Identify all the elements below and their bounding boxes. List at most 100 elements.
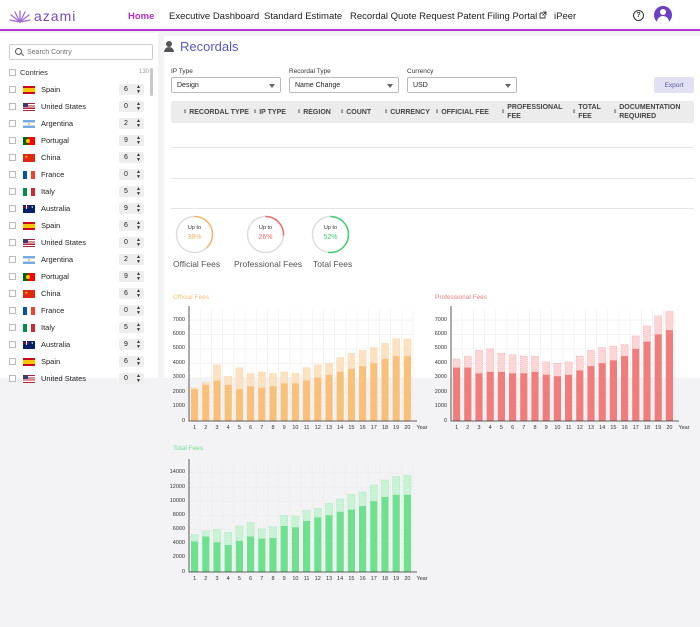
nav-home[interactable]: Home — [128, 11, 155, 22]
nav-patent-filing-portal[interactable]: Patent Filing Portal — [457, 11, 547, 22]
country-item[interactable]: Portugal 9 ▲ ▼ — [9, 268, 149, 285]
country-checkbox[interactable] — [9, 239, 16, 246]
stepper-arrows-icon[interactable]: ▲ ▼ — [136, 356, 141, 367]
stepper-arrows-icon[interactable]: ▲ ▼ — [136, 254, 141, 265]
country-count-stepper[interactable]: 0 ▲ ▼ — [119, 101, 144, 112]
country-checkbox[interactable] — [9, 290, 16, 297]
export-button[interactable]: Export — [654, 77, 694, 93]
col-count[interactable]: ⇕ COUNT — [340, 101, 371, 123]
stepper-arrows-icon[interactable]: ▲ ▼ — [136, 152, 141, 163]
country-search[interactable] — [9, 44, 153, 60]
country-checkbox[interactable] — [9, 120, 16, 127]
country-count-stepper[interactable]: 2 ▲ ▼ — [119, 118, 144, 129]
x-tick-label: 15 — [348, 576, 355, 582]
avatar[interactable] — [654, 6, 672, 24]
currency-select[interactable]: USD — [407, 77, 517, 93]
stepper-arrows-icon[interactable]: ▲ ▼ — [136, 186, 141, 197]
country-count-stepper[interactable]: 9 ▲ ▼ — [119, 203, 144, 214]
help-icon[interactable]: ? — [633, 10, 644, 21]
col-ip-type[interactable]: ⇕ IP TYPE — [253, 101, 286, 123]
country-item[interactable]: Argentina 2 ▲ ▼ — [9, 115, 149, 132]
stepper-arrows-icon[interactable]: ▲ ▼ — [136, 305, 141, 316]
country-count-stepper[interactable]: 9 ▲ ▼ — [119, 135, 144, 146]
country-count-stepper[interactable]: 0 ▲ ▼ — [119, 373, 144, 384]
stepper-arrows-icon[interactable]: ▲ ▼ — [136, 237, 141, 248]
country-checkbox[interactable] — [9, 341, 16, 348]
country-checkbox[interactable] — [9, 307, 16, 314]
stepper-arrows-icon[interactable]: ▲ ▼ — [136, 135, 141, 146]
country-item[interactable]: United States 0 ▲ ▼ — [9, 98, 149, 115]
col-total-fee[interactable]: ⇕ TOTAL FEE — [572, 101, 608, 123]
country-item[interactable]: ★ Australia 9 ▲ ▼ — [9, 200, 149, 217]
col-region[interactable]: ⇕ REGION — [297, 101, 331, 123]
country-count-stepper[interactable]: 5 ▲ ▼ — [119, 322, 144, 333]
country-checkbox[interactable] — [9, 86, 16, 93]
country-checkbox[interactable] — [9, 375, 16, 382]
sidebar-scrollbar[interactable] — [150, 68, 153, 96]
country-item[interactable]: ★ China 6 ▲ ▼ — [9, 285, 149, 302]
country-checkbox[interactable] — [9, 171, 16, 178]
country-item[interactable]: Italy 5 ▲ ▼ — [9, 183, 149, 200]
country-item[interactable]: France 0 ▲ ▼ — [9, 302, 149, 319]
col-recordal-type[interactable]: ⇕ RECORDAL TYPE — [183, 101, 249, 123]
select-all-checkbox[interactable] — [9, 68, 16, 76]
country-count-stepper[interactable]: 6 ▲ ▼ — [119, 84, 144, 95]
country-count-stepper[interactable]: 0 ▲ ▼ — [119, 169, 144, 180]
country-checkbox[interactable] — [9, 154, 16, 161]
country-item[interactable]: United States 0 ▲ ▼ — [9, 234, 149, 251]
ip-type-select[interactable]: Design — [171, 77, 281, 93]
brand-logo[interactable]: azami — [9, 7, 76, 25]
country-count-stepper[interactable]: 9 ▲ ▼ — [119, 339, 144, 350]
country-count-stepper[interactable]: 2 ▲ ▼ — [119, 254, 144, 265]
stepper-arrows-icon[interactable]: ▲ ▼ — [136, 339, 141, 350]
col-official-fee[interactable]: ⇕ OFFICIAL FEE — [435, 101, 489, 123]
stepper-arrows-icon[interactable]: ▲ ▼ — [136, 220, 141, 231]
country-item[interactable]: Spain 6 ▲ ▼ — [9, 81, 149, 98]
country-count-stepper[interactable]: 0 ▲ ▼ — [119, 305, 144, 316]
search-input[interactable] — [27, 47, 147, 58]
stepper-arrows-icon[interactable]: ▲ ▼ — [136, 203, 141, 214]
nav-ipeer[interactable]: iPeer — [554, 11, 577, 22]
stepper-arrows-icon[interactable]: ▲ ▼ — [136, 84, 141, 95]
country-checkbox[interactable] — [9, 324, 16, 331]
country-count-stepper[interactable]: 5 ▲ ▼ — [119, 186, 144, 197]
nav-recordal-quote-request[interactable]: Recordal Quote Request — [350, 11, 455, 22]
country-checkbox[interactable] — [9, 358, 16, 365]
country-checkbox[interactable] — [9, 188, 16, 195]
col-currency[interactable]: ⇕ CURRENCY — [384, 101, 430, 123]
recordal-type-select[interactable]: Name Change — [289, 77, 399, 93]
nav-standard-estimate[interactable]: Standard Estimate — [264, 11, 343, 22]
country-item[interactable]: ★ China 6 ▲ ▼ — [9, 149, 149, 166]
country-item[interactable]: Spain 6 ▲ ▼ — [9, 217, 149, 234]
country-checkbox[interactable] — [9, 222, 16, 229]
country-count-stepper[interactable]: 6 ▲ ▼ — [119, 152, 144, 163]
stepper-arrows-icon[interactable]: ▲ ▼ — [136, 118, 141, 129]
country-checkbox[interactable] — [9, 137, 16, 144]
country-item[interactable]: France 0 ▲ ▼ — [9, 166, 149, 183]
country-count-stepper[interactable]: 6 ▲ ▼ — [119, 220, 144, 231]
stepper-arrows-icon[interactable]: ▲ ▼ — [136, 322, 141, 333]
country-checkbox[interactable] — [9, 256, 16, 263]
country-count-stepper[interactable]: 6 ▲ ▼ — [119, 356, 144, 367]
nav-executive-dashboard[interactable]: Executive Dashboard — [169, 11, 260, 22]
country-item[interactable]: Portugal 9 ▲ ▼ — [9, 132, 149, 149]
country-count-stepper[interactable]: 9 ▲ ▼ — [119, 271, 144, 282]
country-item[interactable]: Italy 5 ▲ ▼ — [9, 319, 149, 336]
stepper-arrows-icon[interactable]: ▲ ▼ — [136, 271, 141, 282]
stepper-arrows-icon[interactable]: ▲ ▼ — [136, 373, 141, 384]
country-item[interactable]: ★ Australia 9 ▲ ▼ — [9, 336, 149, 353]
stepper-arrows-icon[interactable]: ▲ ▼ — [136, 101, 141, 112]
portugal-flag-icon — [23, 136, 35, 145]
country-count-stepper[interactable]: 6 ▲ ▼ — [119, 288, 144, 299]
country-item[interactable]: Spain 6 ▲ ▼ — [9, 353, 149, 370]
stepper-arrows-icon[interactable]: ▲ ▼ — [136, 288, 141, 299]
country-item[interactable]: Argentina 2 ▲ ▼ — [9, 251, 149, 268]
country-item[interactable]: United States 0 ▲ ▼ — [9, 370, 149, 387]
country-checkbox[interactable] — [9, 205, 16, 212]
col-documentation-required[interactable]: ⇕ DOCUMENTATION REQUIRED — [613, 101, 693, 123]
country-count-stepper[interactable]: 0 ▲ ▼ — [119, 237, 144, 248]
country-checkbox[interactable] — [9, 103, 16, 110]
col-professional-fee[interactable]: ⇕ PROFESSIONAL FEE — [501, 101, 563, 123]
country-checkbox[interactable] — [9, 273, 16, 280]
stepper-arrows-icon[interactable]: ▲ ▼ — [136, 169, 141, 180]
